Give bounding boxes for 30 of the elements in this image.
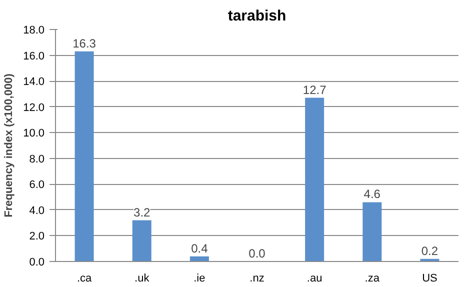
y-tick-label: 14.0 (23, 76, 45, 88)
chart-title: tarabish (228, 8, 286, 24)
x-tick-label: .ie (194, 272, 206, 284)
x-tick-label: .za (364, 272, 380, 284)
y-tick-label: 10.0 (23, 128, 45, 140)
data-label: 3.2 (134, 205, 151, 220)
bar (305, 98, 324, 262)
y-tick-label: 8.0 (29, 153, 45, 166)
y-tick-label: 16.0 (23, 50, 45, 62)
x-tick-label: US (422, 272, 438, 284)
y-tick-label: 6.0 (29, 179, 45, 192)
y-tick-label: 18.0 (23, 24, 45, 36)
x-tick-label: .ca (76, 272, 93, 284)
bar (362, 202, 382, 262)
y-tick-label: 2.0 (29, 230, 45, 243)
bar (74, 51, 94, 262)
y-axis-title: Frequency index (x100,000) (3, 73, 16, 218)
y-tick-label: 0.0 (29, 256, 45, 268)
x-tick-label: .uk (134, 272, 150, 284)
data-label: 0.2 (421, 244, 438, 258)
x-tick-label: .nz (250, 272, 264, 284)
y-tick-label: 4.0 (29, 204, 45, 217)
data-label: 12.7 (302, 82, 327, 97)
data-label: 0.0 (248, 246, 266, 260)
data-label: 4.6 (364, 187, 381, 202)
bar (132, 220, 152, 262)
data-label: 0.4 (191, 241, 208, 256)
x-tick-label: .au (306, 272, 322, 284)
data-label: 16.3 (72, 36, 96, 50)
y-tick-label: 12.0 (23, 102, 45, 114)
